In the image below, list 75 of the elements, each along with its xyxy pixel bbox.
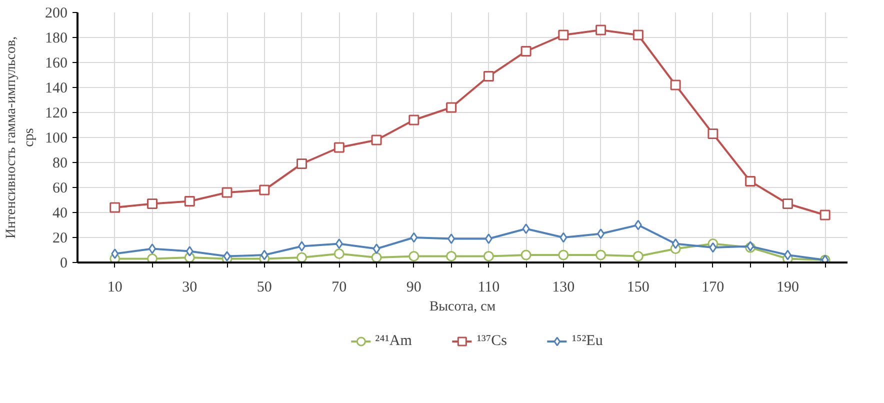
point [408, 114, 420, 126]
point [484, 234, 492, 244]
x-tick-label: 90 [406, 280, 422, 296]
point [110, 202, 120, 213]
y-tick-label: 200 [45, 6, 68, 22]
y-tick-label: 180 [45, 30, 68, 46]
point [782, 198, 793, 209]
point [410, 232, 418, 243]
x-tick-label: 30 [182, 280, 198, 296]
point [371, 252, 382, 262]
point [709, 242, 717, 253]
point [520, 250, 532, 260]
point [259, 184, 270, 196]
point [483, 251, 494, 262]
point [296, 158, 308, 169]
x-tick-label: 10 [107, 280, 122, 296]
point [448, 234, 456, 244]
point [223, 251, 231, 262]
y-tick-label: 40 [52, 206, 68, 222]
x-tick-label: 70 [332, 280, 347, 296]
y-tick-label: 20 [52, 230, 68, 246]
point [184, 196, 195, 206]
y-tick-label: 0 [60, 256, 68, 272]
point [784, 250, 792, 260]
y-tick-label: 60 [52, 180, 68, 196]
legend-label: ¹⁵²Eu [572, 332, 603, 350]
legend-label: ²⁴¹Am [375, 332, 412, 350]
point [371, 134, 382, 146]
point [596, 24, 606, 36]
x-tick-label: 150 [626, 280, 650, 296]
point [558, 250, 569, 260]
point [296, 252, 308, 262]
x-tick-label: 130 [552, 280, 575, 296]
x-tick-label: 170 [702, 280, 724, 296]
point [147, 254, 158, 262]
point [632, 251, 644, 262]
point [522, 224, 530, 234]
point [334, 142, 344, 153]
x-tick-label: 110 [478, 280, 500, 296]
x-axis-title: Высота, см [429, 300, 496, 314]
y-tick-label: 120 [45, 106, 68, 122]
point [334, 248, 344, 259]
point [186, 246, 194, 256]
point [745, 176, 756, 186]
point [372, 244, 380, 254]
point [111, 248, 119, 259]
point [597, 228, 605, 239]
x-tick-label: 50 [256, 280, 272, 296]
point [147, 198, 158, 209]
y-tick-label: 160 [45, 56, 68, 72]
point [520, 46, 532, 56]
point [708, 128, 718, 139]
point [446, 102, 457, 113]
point [446, 251, 457, 262]
point [670, 80, 681, 90]
point [820, 210, 830, 220]
y-axis-title: Интенсивность гамма-импульсов, cps [4, 36, 37, 239]
point [148, 244, 156, 254]
point [558, 30, 569, 40]
point [596, 250, 606, 260]
point [408, 251, 420, 262]
point [298, 241, 306, 252]
point [560, 232, 568, 243]
point [634, 220, 642, 230]
x-tick-label: 190 [776, 280, 799, 296]
y-tick-label: 80 [52, 156, 68, 172]
point [335, 238, 343, 249]
point [632, 30, 644, 40]
point [260, 250, 268, 260]
point [483, 71, 494, 82]
y-tick-label: 140 [45, 80, 68, 96]
legend-label: ¹³⁷Cs [476, 332, 507, 350]
point [672, 238, 680, 249]
y-tick-label: 100 [45, 130, 68, 146]
point [222, 187, 232, 198]
